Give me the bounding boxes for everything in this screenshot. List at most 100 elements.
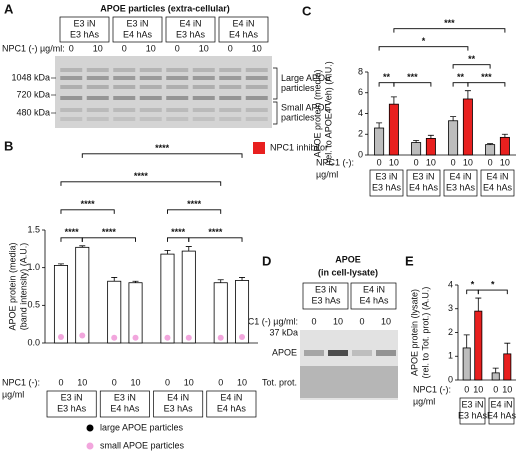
error-bar bbox=[413, 140, 420, 143]
legend-label: NPC1 inhibitor bbox=[270, 142, 328, 152]
bar bbox=[411, 142, 422, 156]
blot-band bbox=[86, 117, 109, 121]
group-label: E4 hAs bbox=[483, 182, 513, 192]
region-label: particles bbox=[281, 83, 315, 93]
significance-bracket bbox=[188, 237, 243, 242]
bar bbox=[128, 282, 143, 344]
significance-bracket bbox=[81, 237, 136, 242]
blot-title: APOE bbox=[335, 254, 361, 264]
legend-label: small APOE particles bbox=[100, 440, 185, 450]
group-label: E4 iN bbox=[167, 392, 189, 402]
y-tick-label: 0.5 bbox=[27, 300, 40, 310]
blot-band bbox=[166, 117, 189, 121]
legend-marker bbox=[86, 424, 94, 432]
significance-label: **** bbox=[187, 199, 202, 209]
dose: 0 bbox=[311, 316, 316, 326]
blot-subtitle: (in cell-lysate) bbox=[318, 267, 378, 277]
blot-band bbox=[219, 117, 242, 121]
x-tick-label: 0 bbox=[377, 157, 382, 167]
mw-marker: 37 kDa bbox=[269, 327, 298, 337]
error-bar bbox=[464, 90, 471, 99]
group-label: E3 iN bbox=[412, 171, 434, 181]
blot-band bbox=[113, 85, 136, 89]
mw-marker: 1048 kDa bbox=[11, 72, 50, 82]
error-bar bbox=[185, 246, 192, 252]
blot-band bbox=[86, 68, 109, 72]
dose: 10 bbox=[252, 43, 262, 53]
y-tick-label: 0.0 bbox=[27, 337, 40, 347]
group-label: E4 iN bbox=[486, 171, 508, 181]
blot-band bbox=[219, 96, 242, 100]
group-box bbox=[218, 16, 269, 43]
group-label: E4 hAs bbox=[359, 295, 389, 305]
blot-band bbox=[60, 76, 83, 80]
bar bbox=[448, 120, 459, 156]
y-tick-label: 0 bbox=[358, 149, 363, 159]
group-box bbox=[488, 397, 515, 425]
significance-bracket bbox=[393, 82, 432, 87]
error-bar bbox=[463, 334, 470, 348]
group-label: E3 iN bbox=[61, 392, 83, 402]
bar bbox=[425, 137, 436, 156]
blot-band bbox=[304, 350, 324, 356]
significance-label: *** bbox=[481, 72, 492, 82]
significance-bracket bbox=[467, 82, 506, 87]
blot-band bbox=[86, 96, 109, 100]
group-box bbox=[46, 390, 97, 418]
group-label: E3 iN bbox=[375, 171, 397, 181]
group-box bbox=[302, 282, 349, 310]
y-axis-label: APOE protein (media) bbox=[312, 69, 322, 157]
blot-band bbox=[86, 85, 109, 89]
group-box bbox=[112, 16, 163, 43]
blot-band bbox=[113, 68, 136, 72]
significance-label: **** bbox=[171, 227, 186, 237]
legend-marker bbox=[253, 142, 265, 154]
significance-label: **** bbox=[155, 143, 170, 153]
blot-band bbox=[245, 96, 268, 100]
x-tick-label: 10 bbox=[502, 384, 512, 394]
blot-band bbox=[245, 85, 268, 89]
significance-label: *** bbox=[407, 72, 418, 82]
x-tick-label: 10 bbox=[237, 377, 247, 387]
bar bbox=[503, 353, 512, 381]
significance-label: **** bbox=[81, 199, 96, 209]
bar bbox=[462, 347, 471, 381]
x-tick-label: 10 bbox=[184, 377, 194, 387]
group-label: E4 iN bbox=[490, 399, 512, 409]
error-bar bbox=[475, 297, 482, 312]
significance-label: * bbox=[471, 279, 475, 289]
significance-bracket bbox=[378, 46, 469, 51]
dose: 10 bbox=[199, 43, 209, 53]
blot-band bbox=[219, 76, 242, 80]
x-prefix: µg/ml bbox=[2, 389, 24, 399]
blot-image bbox=[55, 56, 272, 128]
blot-band bbox=[60, 68, 83, 72]
error-bar bbox=[492, 367, 499, 373]
significance-bracket bbox=[167, 237, 190, 242]
group-label: E3 iN bbox=[73, 18, 95, 28]
panel-label: A bbox=[4, 1, 14, 16]
group-label: E3 iN bbox=[461, 399, 483, 409]
y-tick-label: 8 bbox=[358, 66, 363, 76]
bar bbox=[485, 144, 496, 156]
dose: 10 bbox=[93, 43, 103, 53]
blot-band bbox=[60, 108, 83, 112]
blot-band bbox=[113, 96, 136, 100]
significance-label: ** bbox=[457, 72, 465, 82]
error-bar bbox=[217, 279, 224, 283]
y-axis-label: APOE protein (media) bbox=[7, 242, 17, 330]
blot-band bbox=[113, 117, 136, 121]
blot-band bbox=[245, 108, 268, 112]
significance-label: **** bbox=[102, 227, 117, 237]
group-label: E3 iN bbox=[315, 284, 337, 294]
blot-band bbox=[139, 108, 162, 112]
legend-marker bbox=[86, 442, 94, 450]
blot-band bbox=[60, 85, 83, 89]
bar bbox=[499, 136, 510, 156]
group-box bbox=[406, 169, 441, 197]
mw-marker: 720 kDa bbox=[16, 89, 50, 99]
significance-label: * bbox=[491, 279, 495, 289]
dose: 0 bbox=[359, 316, 364, 326]
x-tick-label: 10 bbox=[77, 377, 87, 387]
blot-band bbox=[166, 108, 189, 112]
